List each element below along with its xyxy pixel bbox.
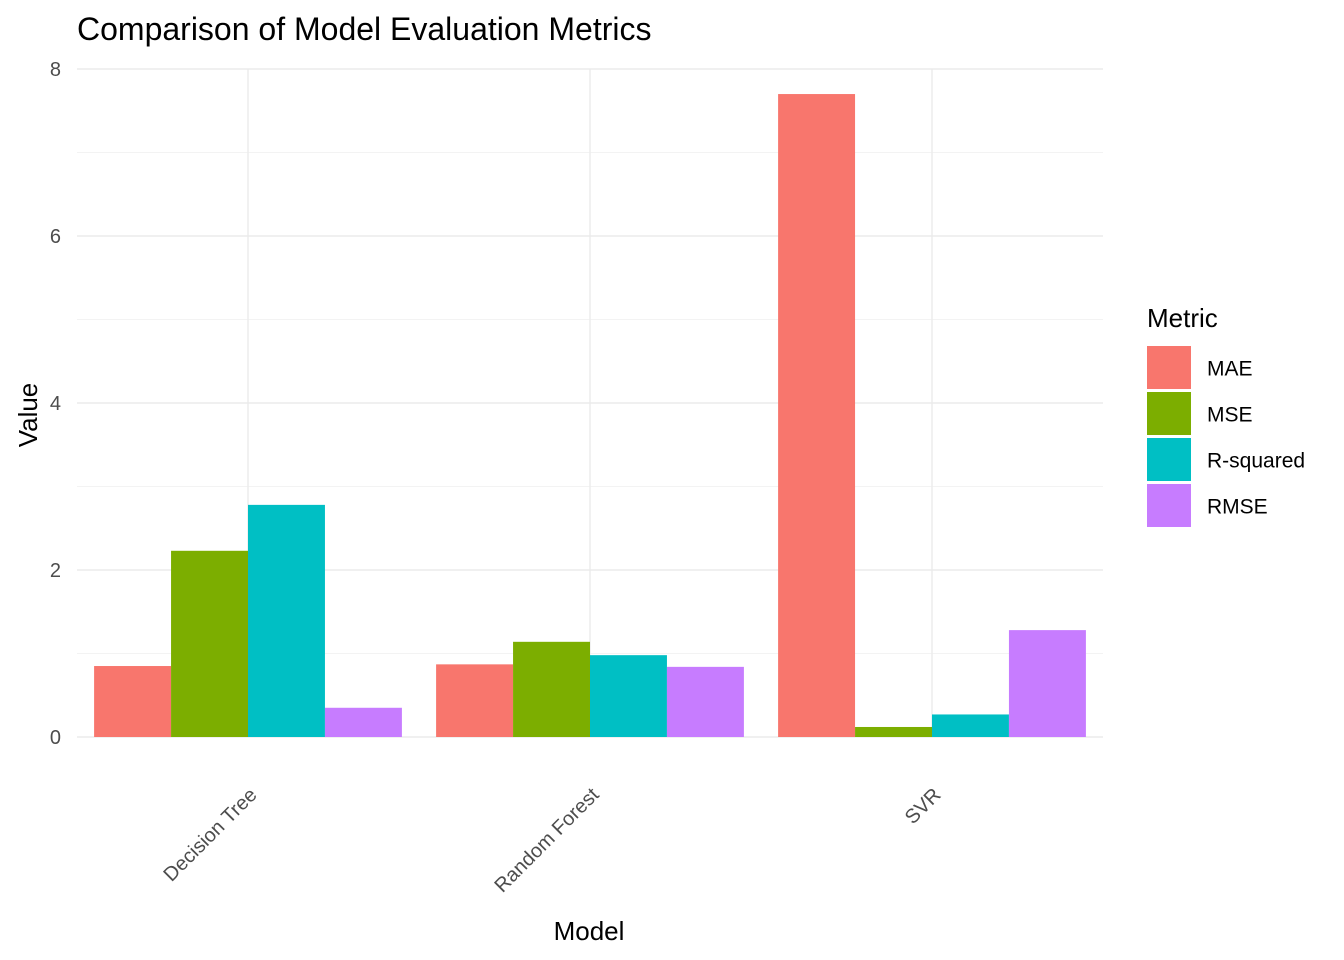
- bar-rmse-0: [324, 707, 402, 737]
- bars: [94, 94, 1086, 738]
- legend: Metric MAE MSE R-squared RMSE: [1147, 303, 1305, 527]
- legend-title: Metric: [1147, 303, 1218, 333]
- y-tick-label: 8: [50, 59, 61, 81]
- bar-mae-1: [436, 664, 514, 737]
- legend-key-mae: [1147, 346, 1191, 389]
- legend-label: RMSE: [1207, 496, 1268, 519]
- legend-label: MAE: [1207, 358, 1253, 381]
- x-tick-label: SVR: [901, 784, 946, 829]
- legend-label: MSE: [1207, 404, 1253, 427]
- bar-r-squared-1: [590, 655, 667, 737]
- legend-label: R-squared: [1207, 450, 1305, 473]
- y-tick-label: 4: [50, 393, 61, 415]
- bar-mse-0: [171, 550, 248, 737]
- bar-rmse-1: [666, 666, 744, 737]
- y-axis-ticks: 0 2 4 6 8: [50, 59, 61, 749]
- y-tick-label: 6: [50, 226, 61, 248]
- legend-key-rmse: [1147, 484, 1191, 527]
- y-axis-title: Value: [13, 383, 43, 448]
- chart-title: Comparison of Model Evaluation Metrics: [77, 11, 651, 47]
- x-axis-title: Model: [554, 916, 625, 946]
- bar-mae-0: [94, 666, 172, 737]
- x-tick-label: Random Forest: [491, 784, 604, 897]
- legend-key-mse: [1147, 392, 1191, 435]
- x-tick-label: Decision Tree: [160, 784, 262, 886]
- bar-r-squared-2: [932, 714, 1009, 737]
- legend-key-r-squared: [1147, 438, 1191, 481]
- bar-mse-1: [513, 641, 590, 737]
- bar-rmse-2: [1008, 630, 1086, 737]
- bar-mse-2: [855, 726, 932, 737]
- bar-mae-2: [778, 94, 856, 738]
- y-tick-label: 0: [50, 727, 61, 749]
- legend-items: MAE MSE R-squared RMSE: [1147, 346, 1305, 527]
- x-axis-ticks: Decision Tree Random Forest SVR: [160, 784, 946, 897]
- y-tick-label: 2: [50, 560, 61, 582]
- bar-r-squared-0: [248, 504, 325, 737]
